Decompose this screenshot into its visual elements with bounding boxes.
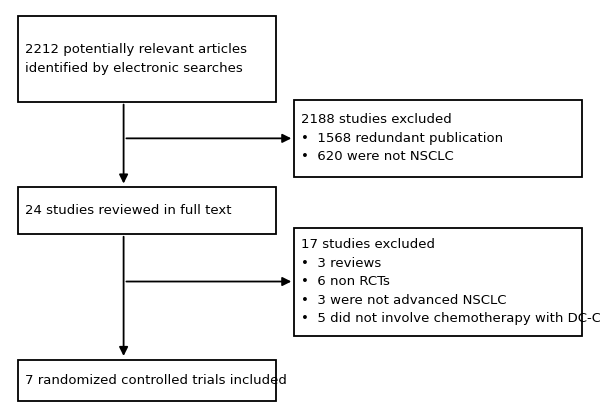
Text: 7 randomized controlled trials included: 7 randomized controlled trials included xyxy=(25,374,287,387)
FancyBboxPatch shape xyxy=(294,228,582,336)
FancyBboxPatch shape xyxy=(294,100,582,177)
Text: 17 studies excluded
•  3 reviews
•  6 non RCTs
•  3 were not advanced NSCLC
•  5: 17 studies excluded • 3 reviews • 6 non … xyxy=(301,238,600,325)
Text: 24 studies reviewed in full text: 24 studies reviewed in full text xyxy=(25,204,232,217)
FancyBboxPatch shape xyxy=(18,360,277,401)
FancyBboxPatch shape xyxy=(18,16,277,102)
FancyBboxPatch shape xyxy=(18,187,277,234)
Text: 2212 potentially relevant articles
identified by electronic searches: 2212 potentially relevant articles ident… xyxy=(25,43,247,75)
Text: 2188 studies excluded
•  1568 redundant publication
•  620 were not NSCLC: 2188 studies excluded • 1568 redundant p… xyxy=(301,113,503,164)
